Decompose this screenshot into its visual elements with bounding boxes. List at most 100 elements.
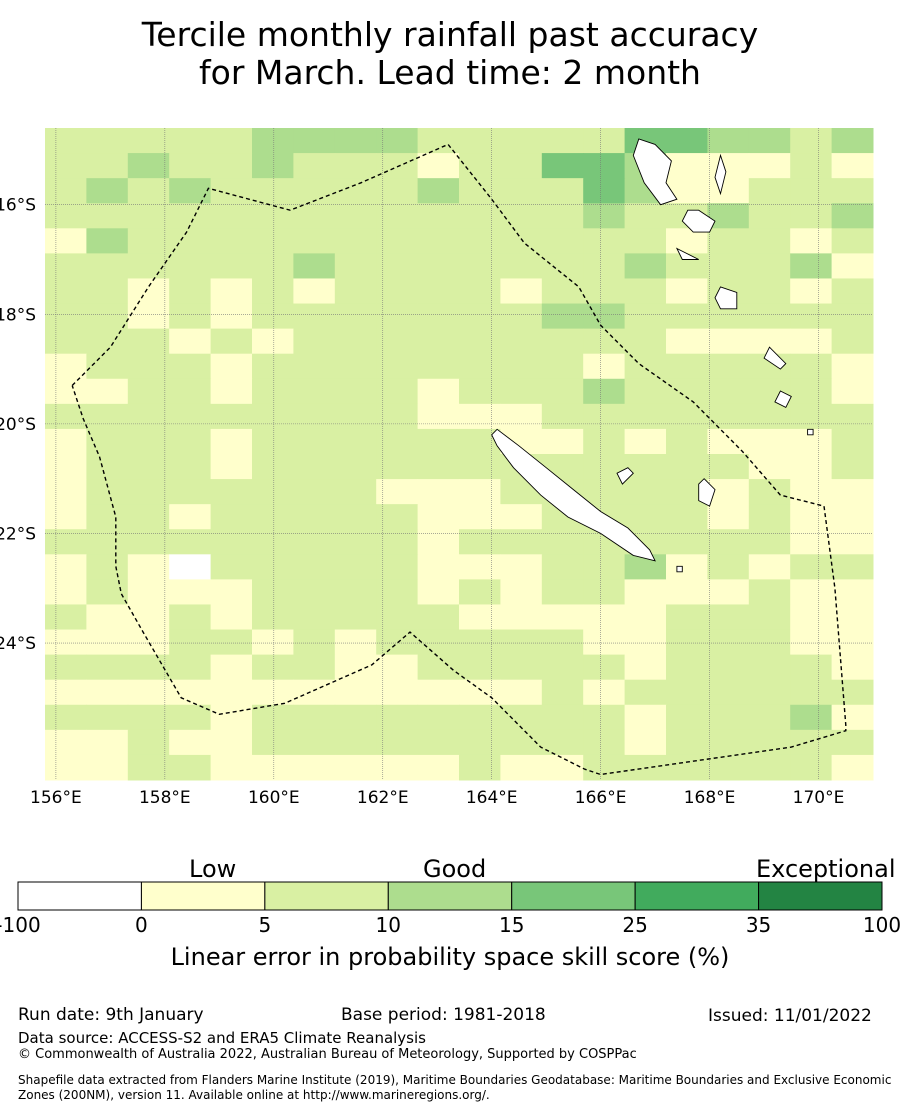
skill-cell <box>707 128 750 154</box>
skill-cell <box>210 754 253 781</box>
skill-cell <box>127 529 170 555</box>
colorbar-bin <box>17 881 142 911</box>
skill-cell <box>624 328 667 355</box>
skill-cell <box>334 529 377 555</box>
skill-cell <box>293 278 336 305</box>
skill-cell <box>252 353 294 380</box>
skill-cell <box>624 729 667 756</box>
skill-cell <box>831 178 874 204</box>
skill-cell <box>210 303 253 330</box>
skill-cell <box>624 479 667 505</box>
category-label-exceptional: Exceptional <box>756 855 896 883</box>
skill-cell <box>210 454 253 480</box>
skill-cell <box>583 629 626 656</box>
copyright: © Commonwealth of Australia 2022, Austra… <box>18 1047 637 1062</box>
skill-cell <box>790 378 833 405</box>
skill-cell <box>127 754 170 781</box>
skill-cell <box>417 253 460 279</box>
skill-cell <box>334 579 377 605</box>
skill-cell <box>417 579 460 605</box>
skill-cell <box>210 604 253 631</box>
skill-cell <box>790 754 833 781</box>
skill-cell <box>210 353 253 380</box>
skill-cell <box>334 153 377 179</box>
skill-cell <box>417 704 460 731</box>
skill-cell <box>500 403 543 430</box>
skill-cell <box>169 378 212 405</box>
skill-cell <box>583 579 626 605</box>
skill-cell <box>500 203 543 229</box>
skill-cell <box>210 203 253 229</box>
latitude-labels: 16°S 18°S 20°S 22°S 24°S <box>0 196 36 654</box>
skill-cell <box>334 228 377 254</box>
skill-cell <box>748 704 791 731</box>
skill-cell <box>45 529 87 555</box>
skill-cell <box>86 579 129 605</box>
skill-cell <box>583 654 626 681</box>
skill-cell <box>45 654 87 681</box>
skill-cell <box>666 328 708 355</box>
data-source: Data source: ACCESS-S2 and ERA5 Climate … <box>18 1029 426 1047</box>
skill-cell <box>541 403 584 430</box>
skill-cell <box>45 428 87 455</box>
island-outline <box>681 209 716 233</box>
skill-cell <box>376 228 419 254</box>
skill-cell <box>293 629 336 656</box>
skill-cell <box>376 629 419 656</box>
island-outline <box>632 138 678 206</box>
colorbar-tick-label: 100 <box>862 913 900 937</box>
skill-cell <box>624 679 667 706</box>
skill-cell <box>666 704 708 731</box>
skill-cell <box>748 203 791 229</box>
skill-cell <box>86 353 129 380</box>
skill-cell <box>417 353 460 380</box>
skill-cell <box>831 228 874 254</box>
skill-cell <box>334 454 377 480</box>
skill-cell <box>707 629 750 656</box>
skill-cell <box>127 654 170 681</box>
skill-cell <box>666 153 708 179</box>
skill-cell <box>624 303 667 330</box>
longitude-label: 168°E <box>684 788 736 808</box>
skill-cell <box>127 504 170 530</box>
run-date: Run date: 9th January <box>18 1005 204 1025</box>
skill-cell <box>252 579 294 605</box>
skill-cell <box>459 754 501 781</box>
skill-cell <box>45 704 87 731</box>
skill-cell <box>376 353 419 380</box>
skill-cell <box>293 454 336 480</box>
skill-cell <box>86 128 129 154</box>
skill-cell <box>376 704 419 731</box>
skill-cell <box>252 153 294 179</box>
skill-cell <box>748 428 791 455</box>
skill-cell <box>790 403 833 430</box>
skill-cell <box>334 479 377 505</box>
skill-cell <box>666 428 708 455</box>
skill-cell <box>417 529 460 555</box>
skill-cell <box>583 278 626 305</box>
skill-cell <box>583 253 626 279</box>
skill-cell <box>748 554 791 580</box>
colorbar-tick-label: 15 <box>498 913 525 937</box>
island-outline <box>676 565 683 573</box>
skill-cell <box>624 203 667 229</box>
skill-cell <box>500 679 543 706</box>
longitude-labels: 156°E 158°E 160°E 162°E 164°E 166°E 168°E 170°E <box>30 788 844 808</box>
skill-cell <box>293 704 336 731</box>
skill-cell <box>376 203 419 229</box>
skill-cell <box>252 454 294 480</box>
latitude-label: 24°S <box>0 634 36 654</box>
skill-cell <box>376 428 419 455</box>
skill-cell <box>210 679 253 706</box>
skill-cell <box>293 378 336 405</box>
skill-cell <box>707 328 750 355</box>
skill-cell <box>831 303 874 330</box>
skill-cell <box>169 554 212 580</box>
skill-cell <box>127 479 170 505</box>
skill-cell <box>86 454 129 480</box>
skill-cell <box>169 153 212 179</box>
skill-cell <box>376 654 419 681</box>
skill-cell <box>707 579 750 605</box>
skill-cell <box>500 704 543 731</box>
skill-cell <box>500 353 543 380</box>
